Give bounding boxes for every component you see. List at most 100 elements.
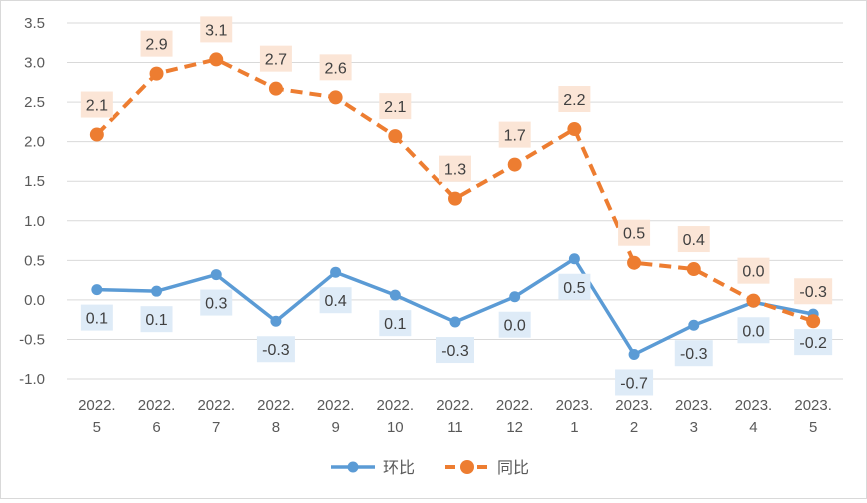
y-tick-label: 2.5 xyxy=(24,94,45,111)
data-label: -0.3 xyxy=(441,343,469,360)
data-point xyxy=(270,315,282,327)
data-label-bg xyxy=(558,273,591,300)
data-label-bg xyxy=(80,304,113,331)
data-point xyxy=(746,293,761,308)
x-tick-label: 2022. xyxy=(197,397,235,414)
data-label-bg xyxy=(319,54,352,81)
data-point xyxy=(89,127,104,142)
data-point xyxy=(567,122,582,137)
data-label-bg xyxy=(737,257,770,284)
y-tick-label: 1.0 xyxy=(24,213,45,230)
data-label-bg xyxy=(436,337,474,364)
y-tick-label: 2.0 xyxy=(24,134,45,151)
data-label-bg xyxy=(140,306,173,333)
data-point xyxy=(209,52,224,67)
x-tick-label: 2023. xyxy=(675,397,713,414)
y-tick-label: 3.5 xyxy=(24,15,45,32)
x-tick-label: 2022. xyxy=(436,397,474,414)
data-point xyxy=(389,289,401,301)
data-label-bg xyxy=(794,278,833,305)
data-label: 0.5 xyxy=(623,226,645,243)
x-tick-label: 12 xyxy=(506,419,523,436)
x-tick-label: 2023. xyxy=(794,397,832,414)
data-label-bg xyxy=(439,155,471,182)
x-tick-label: 2023. xyxy=(735,397,773,414)
data-point xyxy=(688,319,700,331)
data-point xyxy=(149,66,164,81)
data-label: 1.7 xyxy=(504,128,526,145)
x-tick-label: 7 xyxy=(212,419,220,436)
x-tick-label: 2022. xyxy=(377,397,415,414)
data-point xyxy=(449,316,461,328)
data-label-bg xyxy=(140,30,173,57)
data-label: -0.2 xyxy=(799,335,827,352)
data-label-bg xyxy=(80,91,113,118)
data-point xyxy=(568,253,580,265)
data-label: 0.5 xyxy=(563,280,585,297)
data-label: -0.7 xyxy=(620,375,648,392)
data-point xyxy=(448,191,462,206)
y-tick-label: 1.5 xyxy=(24,173,45,190)
data-label: 1.3 xyxy=(444,162,466,179)
data-label-bg xyxy=(498,121,531,148)
legend-label: 同比 xyxy=(497,459,529,477)
x-tick-label: 2023. xyxy=(556,397,594,414)
x-tick-label: 10 xyxy=(387,419,404,436)
data-point xyxy=(328,90,343,105)
data-label: 0.1 xyxy=(86,311,108,328)
data-label-bg xyxy=(558,86,591,113)
y-tick-label: -0.5 xyxy=(19,331,45,348)
data-point xyxy=(627,255,642,270)
x-tick-label: 2023. xyxy=(615,397,653,414)
data-label: 3.1 xyxy=(205,22,227,39)
data-label-bg xyxy=(259,45,292,72)
data-label: 2.2 xyxy=(563,92,585,109)
x-tick-label: 5 xyxy=(809,419,817,436)
data-point xyxy=(210,269,222,281)
data-label: -0.3 xyxy=(680,346,708,363)
data-label-bg xyxy=(319,287,352,314)
x-tick-label: 2022. xyxy=(138,397,176,414)
x-tick-label: 2022. xyxy=(496,397,534,414)
data-label-bg xyxy=(200,289,233,316)
x-tick-label: 11 xyxy=(447,419,463,436)
data-point xyxy=(330,266,342,278)
data-point xyxy=(628,348,640,360)
x-tick-label: 2022. xyxy=(78,397,116,414)
x-tick-label: 1 xyxy=(570,419,578,436)
data-label: 0.0 xyxy=(742,323,764,340)
data-point xyxy=(91,284,103,296)
x-tick-label: 3 xyxy=(690,419,698,436)
data-label: 0.3 xyxy=(205,296,227,313)
data-label: 2.6 xyxy=(324,60,346,77)
legend-marker-icon xyxy=(347,461,359,473)
data-label: 0.4 xyxy=(324,293,346,310)
data-label-bg xyxy=(256,336,295,363)
data-point xyxy=(507,157,522,172)
data-label: -0.3 xyxy=(262,342,290,359)
data-label-bg xyxy=(498,311,531,338)
data-label-bg xyxy=(674,340,713,367)
data-label-bg xyxy=(379,93,412,120)
data-point xyxy=(806,314,821,329)
data-label: 0.1 xyxy=(145,312,167,329)
data-label: 2.9 xyxy=(145,37,167,54)
data-label: 2.1 xyxy=(86,98,108,115)
data-label: 2.7 xyxy=(265,52,287,69)
data-point xyxy=(686,262,701,277)
data-point xyxy=(268,81,283,96)
data-label: 0.0 xyxy=(742,264,764,281)
data-label: 0.1 xyxy=(384,316,406,333)
legend-marker-icon xyxy=(460,460,474,474)
y-tick-label: -1.0 xyxy=(19,371,45,388)
data-label-bg xyxy=(379,310,412,337)
series-line-yoy xyxy=(95,57,814,324)
x-tick-label: 5 xyxy=(93,419,101,436)
x-tick-label: 8 xyxy=(272,419,280,436)
x-tick-label: 4 xyxy=(749,419,757,436)
y-tick-label: 0.5 xyxy=(24,252,45,269)
data-label-bg xyxy=(615,369,654,396)
x-tick-label: 2022. xyxy=(317,397,355,414)
